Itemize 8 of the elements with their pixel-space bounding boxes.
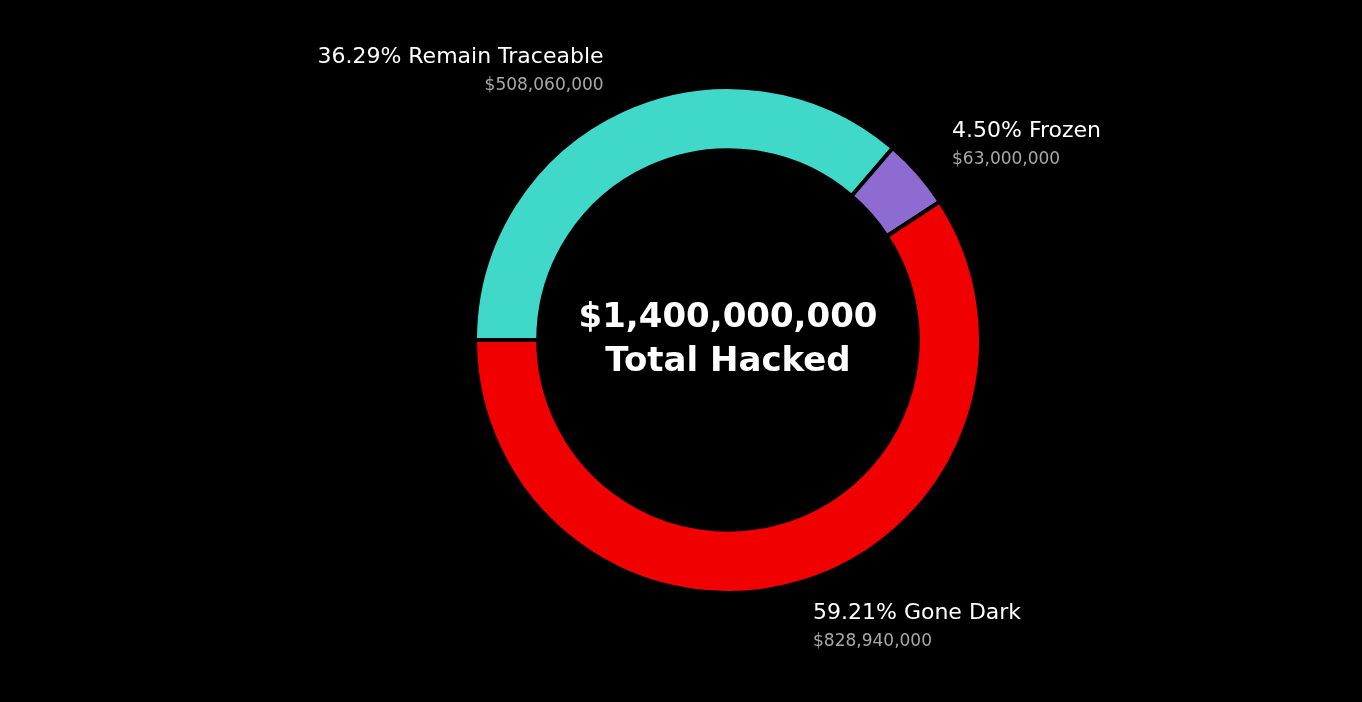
data-label: $63,000,000 [952, 147, 1061, 168]
slice-label: 36.29% Remain Traceable [317, 42, 604, 68]
text: $1,400,000,000 [578, 294, 878, 335]
data-label: $508,060,000 [484, 73, 604, 94]
slice-label: 4.50% Frozen [952, 117, 1102, 143]
data-label: $828,940,000 [813, 630, 932, 651]
slice-label: 59.21% Gone Dark [813, 599, 1022, 625]
text: Total Hacked [605, 338, 851, 379]
